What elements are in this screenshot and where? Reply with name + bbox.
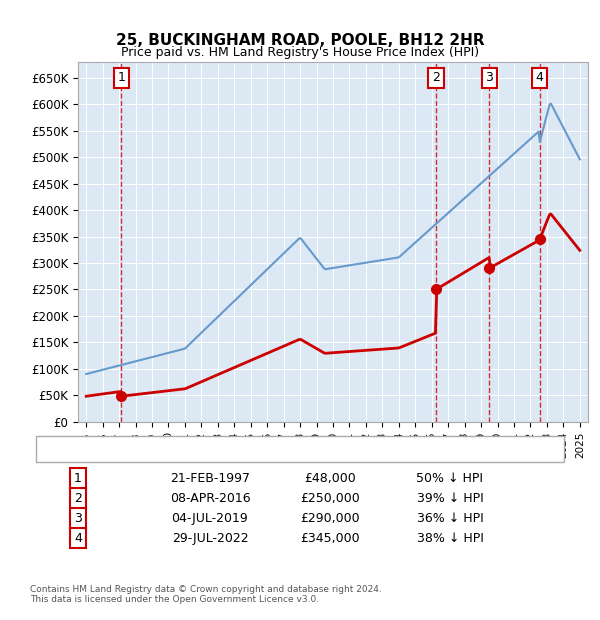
- Text: 29-JUL-2022: 29-JUL-2022: [172, 532, 248, 544]
- Text: HPI: Average price, detached house, Bournemouth Christchurch and Poole: HPI: Average price, detached house, Bour…: [99, 451, 470, 461]
- Text: 2: 2: [432, 71, 440, 84]
- Text: 25, BUCKINGHAM ROAD, POOLE, BH12 2HR (detached house): 25, BUCKINGHAM ROAD, POOLE, BH12 2HR (de…: [96, 438, 417, 448]
- Text: Contains HM Land Registry data © Crown copyright and database right 2024.
This d: Contains HM Land Registry data © Crown c…: [30, 585, 382, 604]
- Text: 1: 1: [74, 472, 82, 485]
- Text: ——: ——: [60, 436, 91, 451]
- Text: 38% ↓ HPI: 38% ↓ HPI: [416, 532, 484, 544]
- Text: 4: 4: [74, 532, 82, 544]
- Text: HPI: Average price, detached house, Bournemouth Christchurch and Poole: HPI: Average price, detached house, Bour…: [96, 451, 484, 461]
- Text: ——: ——: [60, 448, 91, 463]
- Text: 25, BUCKINGHAM ROAD, POOLE, BH12 2HR (detached house): 25, BUCKINGHAM ROAD, POOLE, BH12 2HR (de…: [99, 439, 407, 449]
- Text: 39% ↓ HPI: 39% ↓ HPI: [416, 492, 484, 505]
- Text: 25, BUCKINGHAM ROAD, POOLE, BH12 2HR: 25, BUCKINGHAM ROAD, POOLE, BH12 2HR: [116, 33, 484, 48]
- Text: 4: 4: [536, 71, 544, 84]
- Text: 3: 3: [485, 71, 493, 84]
- Text: ———: ———: [54, 450, 95, 463]
- Text: £250,000: £250,000: [300, 492, 360, 505]
- Text: 04-JUL-2019: 04-JUL-2019: [172, 512, 248, 525]
- Text: £48,000: £48,000: [304, 472, 356, 485]
- Text: 50% ↓ HPI: 50% ↓ HPI: [416, 472, 484, 485]
- Text: 08-APR-2016: 08-APR-2016: [170, 492, 250, 505]
- Text: 3: 3: [74, 512, 82, 525]
- Text: 2: 2: [74, 492, 82, 505]
- Text: 36% ↓ HPI: 36% ↓ HPI: [416, 512, 484, 525]
- Text: £290,000: £290,000: [300, 512, 360, 525]
- Text: £345,000: £345,000: [300, 532, 360, 544]
- Text: Price paid vs. HM Land Registry's House Price Index (HPI): Price paid vs. HM Land Registry's House …: [121, 46, 479, 59]
- Text: 1: 1: [118, 71, 125, 84]
- Text: ———: ———: [54, 437, 95, 451]
- Text: 21-FEB-1997: 21-FEB-1997: [170, 472, 250, 485]
